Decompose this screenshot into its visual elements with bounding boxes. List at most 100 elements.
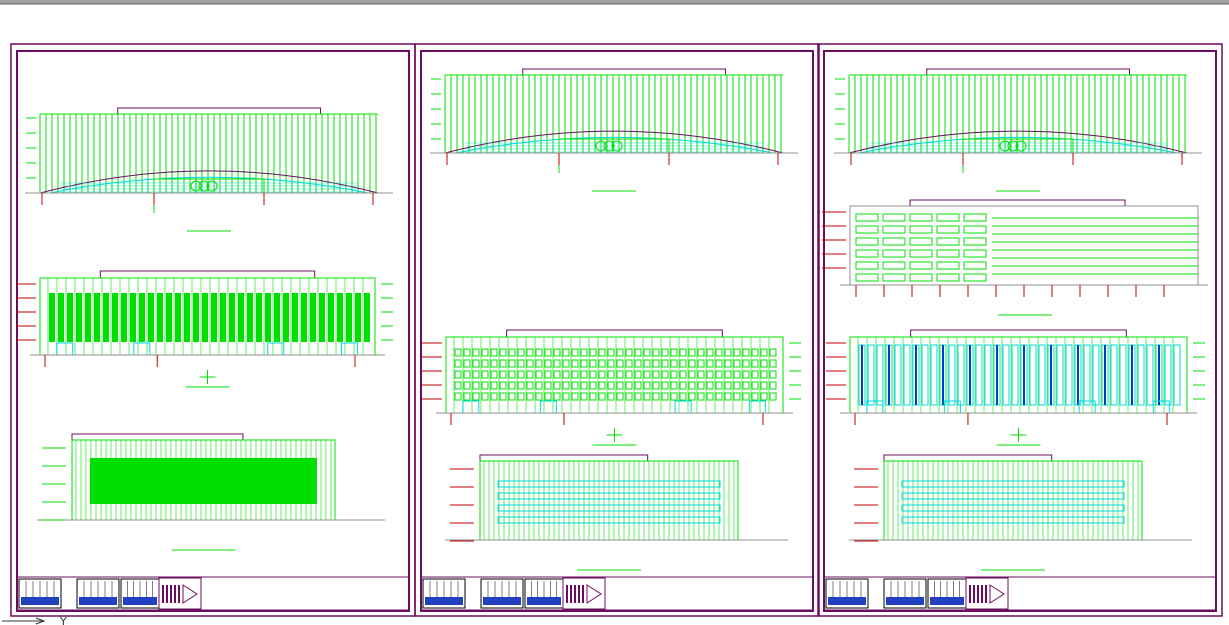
window bbox=[643, 359, 651, 368]
stamp bbox=[825, 578, 869, 609]
window bbox=[589, 392, 597, 401]
top-bar bbox=[0, 0, 1229, 4]
window bbox=[454, 370, 462, 379]
window bbox=[544, 348, 552, 357]
panel bbox=[121, 293, 127, 342]
window bbox=[688, 370, 696, 379]
roof-strip bbox=[883, 454, 1053, 462]
window bbox=[679, 359, 687, 368]
panel bbox=[1038, 344, 1046, 406]
window bbox=[724, 359, 732, 368]
window bbox=[643, 381, 651, 390]
window bbox=[481, 392, 489, 401]
panel bbox=[1083, 344, 1091, 406]
window bbox=[454, 392, 462, 401]
window bbox=[733, 359, 741, 368]
ornament bbox=[190, 180, 202, 192]
panel bbox=[1137, 344, 1145, 406]
window bbox=[855, 237, 879, 246]
panel bbox=[229, 293, 235, 342]
door bbox=[866, 400, 884, 414]
window bbox=[652, 381, 660, 390]
sheet-frame bbox=[823, 50, 1217, 612]
window bbox=[526, 392, 534, 401]
window bbox=[508, 348, 516, 357]
panel bbox=[274, 293, 280, 342]
window bbox=[706, 370, 714, 379]
drawing-sheet bbox=[414, 43, 820, 617]
window bbox=[634, 348, 642, 357]
panel bbox=[112, 293, 118, 342]
window bbox=[490, 392, 498, 401]
window bbox=[616, 370, 624, 379]
window bbox=[742, 359, 750, 368]
stamp-fill bbox=[425, 597, 463, 605]
window bbox=[508, 381, 516, 390]
window bbox=[769, 370, 777, 379]
window bbox=[598, 370, 606, 379]
window bbox=[634, 381, 642, 390]
band bbox=[901, 516, 1125, 524]
panel bbox=[211, 293, 217, 342]
title-block bbox=[420, 576, 814, 611]
window bbox=[652, 392, 660, 401]
door bbox=[133, 342, 151, 356]
window bbox=[882, 273, 906, 282]
window bbox=[463, 348, 471, 357]
window bbox=[688, 359, 696, 368]
window bbox=[535, 392, 543, 401]
ornament bbox=[611, 140, 623, 152]
panel bbox=[301, 293, 307, 342]
window bbox=[499, 359, 507, 368]
title-block bbox=[823, 576, 1217, 611]
stamp-fill bbox=[21, 597, 59, 605]
window bbox=[715, 381, 723, 390]
window bbox=[724, 381, 732, 390]
window bbox=[652, 348, 660, 357]
window bbox=[580, 370, 588, 379]
window bbox=[562, 359, 570, 368]
window bbox=[688, 381, 696, 390]
window bbox=[580, 392, 588, 401]
window bbox=[909, 237, 933, 246]
logo bbox=[989, 584, 1005, 604]
panel bbox=[867, 344, 875, 406]
window bbox=[909, 249, 933, 258]
window bbox=[697, 359, 705, 368]
panel bbox=[292, 293, 298, 342]
window bbox=[643, 348, 651, 357]
band bbox=[497, 492, 721, 500]
window bbox=[472, 381, 480, 390]
window bbox=[652, 370, 660, 379]
roof-strip bbox=[522, 68, 727, 76]
window bbox=[517, 359, 525, 368]
window bbox=[733, 392, 741, 401]
window bbox=[670, 392, 678, 401]
window bbox=[769, 392, 777, 401]
window bbox=[769, 381, 777, 390]
window bbox=[490, 359, 498, 368]
panel bbox=[148, 293, 154, 342]
panel bbox=[220, 293, 226, 342]
panel bbox=[1146, 344, 1154, 406]
window bbox=[661, 381, 669, 390]
ornament bbox=[206, 180, 218, 192]
window bbox=[472, 359, 480, 368]
window bbox=[742, 348, 750, 357]
window bbox=[634, 370, 642, 379]
panel bbox=[1110, 344, 1118, 406]
door bbox=[267, 342, 285, 356]
window bbox=[499, 392, 507, 401]
window bbox=[751, 370, 759, 379]
panel bbox=[283, 293, 289, 342]
window bbox=[679, 392, 687, 401]
logo-box bbox=[965, 577, 1009, 610]
window bbox=[553, 370, 561, 379]
window bbox=[733, 381, 741, 390]
window bbox=[508, 359, 516, 368]
window bbox=[661, 392, 669, 401]
window bbox=[472, 370, 480, 379]
window bbox=[490, 370, 498, 379]
window bbox=[909, 261, 933, 270]
logo-box bbox=[562, 577, 606, 610]
